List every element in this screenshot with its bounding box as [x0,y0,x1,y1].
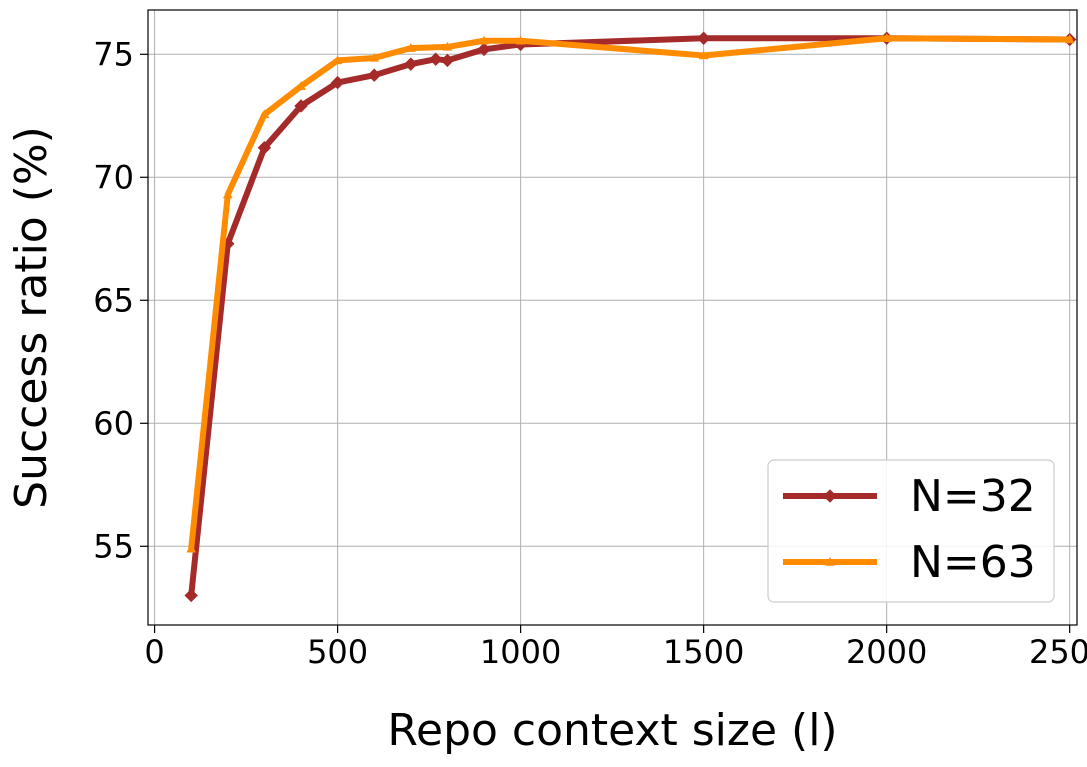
x-tick-label: 2000 [846,633,927,671]
data-point [332,55,343,65]
x-tick-label: 1500 [663,633,744,671]
data-point [330,75,345,90]
y-tick-label: 75 [93,35,134,73]
plot-frame [147,9,1078,626]
x-tick-label: 500 [307,633,368,671]
data-point [698,50,709,60]
x-tick-label: 0 [144,633,164,671]
data-point [369,52,380,62]
x-tick-label: 2500 [1029,633,1087,671]
y-tick-label: 70 [93,158,134,196]
data-point [479,35,489,45]
data-point [477,42,491,57]
data-point [259,109,270,119]
x-axis-label: Repo context size (l) [387,705,837,756]
data-point [405,43,416,52]
data-point [222,189,233,199]
y-tick-label: 65 [93,281,134,319]
tick-layer: 0 500 1000 1500 2000 2500 55 60 65 70 75 [93,35,1087,671]
data-point [1064,34,1075,44]
data-point [367,68,381,82]
legend: N=32 N=63 [767,459,1055,603]
data-point [184,588,198,603]
data-point [186,543,197,553]
data-point [696,31,711,45]
data-point [428,52,443,66]
data-point [294,99,308,113]
data-point [442,41,453,51]
legend-label-n63: N=63 [910,537,1036,588]
y-tick-label: 60 [93,404,134,442]
series-layer [184,31,1077,603]
legend-label-n32: N=32 [910,471,1036,522]
data-point [440,53,455,68]
data-point [296,81,306,90]
x-tick-label: 1000 [480,633,561,671]
y-tick-label: 55 [93,527,134,565]
y-axis-label: Success ratio (%) [6,126,57,509]
data-point [404,57,418,71]
series-n63 [186,33,1075,553]
series-line [188,35,1073,599]
data-point [257,141,272,155]
legend-marker [825,556,835,566]
data-point [515,35,526,45]
grid-lines [148,10,1077,625]
legend-marker [823,489,837,503]
data-point [881,33,892,42]
